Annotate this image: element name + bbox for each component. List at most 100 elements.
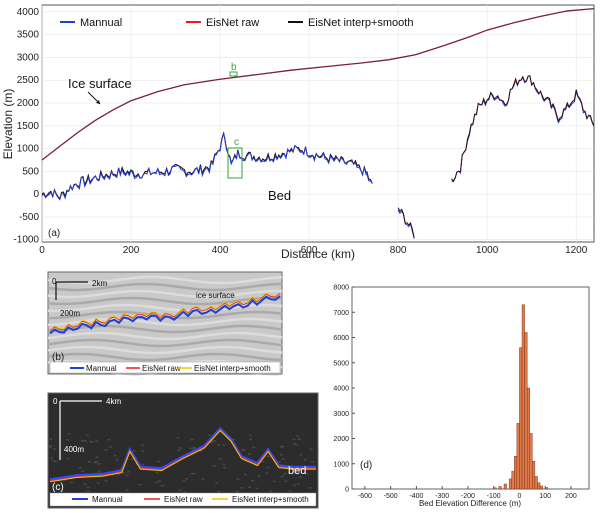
radar-speckle bbox=[295, 443, 299, 446]
radar-speckle bbox=[295, 434, 299, 437]
panel-b-tag: (b) bbox=[52, 352, 64, 363]
radar-layer bbox=[47, 289, 283, 299]
panel-c-scale-x: 4km bbox=[106, 397, 121, 406]
radar-speckle bbox=[232, 438, 236, 441]
radar-speckle bbox=[216, 444, 220, 446]
radar-speckle bbox=[67, 433, 71, 435]
radar-speckle bbox=[257, 475, 261, 477]
x-tick-label: 400 bbox=[212, 245, 229, 256]
y-tick-label: -1000 bbox=[13, 235, 39, 246]
box-c bbox=[227, 147, 243, 179]
radar-speckle bbox=[298, 476, 302, 478]
d-y-tick-label: 2000 bbox=[333, 436, 349, 443]
radar-speckle bbox=[86, 490, 90, 492]
d-x-tick-label: 100 bbox=[539, 493, 551, 500]
panel-c-bed-label: bed bbox=[288, 465, 306, 477]
radar-layer bbox=[47, 331, 283, 341]
y-tick-label: -500 bbox=[19, 212, 39, 223]
radar-speckle bbox=[104, 480, 108, 482]
radar-speckle bbox=[279, 453, 283, 456]
panel-d-bars bbox=[493, 304, 548, 490]
panel-b-scale-x: 2km bbox=[92, 279, 107, 288]
panel-c-scale-y: 400m bbox=[64, 445, 84, 454]
box-c-label: c bbox=[234, 137, 239, 148]
radar-speckle bbox=[155, 471, 159, 474]
radar-speckle bbox=[295, 470, 299, 473]
panel-a-tag: (a) bbox=[48, 228, 60, 239]
radar-speckle bbox=[66, 457, 70, 460]
radar-speckle bbox=[265, 472, 269, 474]
radar-speckle bbox=[247, 486, 251, 488]
radar-speckle bbox=[192, 446, 196, 449]
radar-speckle bbox=[63, 479, 67, 481]
radar-speckle bbox=[212, 440, 216, 442]
x-tick-label: 1200 bbox=[565, 245, 588, 256]
radar-speckle bbox=[89, 441, 93, 443]
d-y-tick-label: 4000 bbox=[333, 386, 349, 393]
radar-speckle bbox=[113, 454, 117, 457]
panel-b-surface-label: ice surface bbox=[196, 291, 235, 300]
histogram-bar bbox=[521, 304, 525, 490]
bed-label: Bed bbox=[268, 188, 291, 203]
radar-speckle bbox=[255, 487, 259, 490]
y-tick-label: 500 bbox=[22, 166, 39, 177]
panel-a-frame bbox=[41, 4, 595, 243]
radar-speckle bbox=[267, 455, 271, 458]
radar-speckle bbox=[95, 440, 99, 442]
radar-speckle bbox=[252, 446, 256, 449]
x-tick-label: 600 bbox=[301, 245, 318, 256]
radar-speckle bbox=[222, 463, 226, 466]
radar-speckle bbox=[251, 479, 255, 482]
y-tick-label: 2000 bbox=[17, 98, 40, 109]
panel-b-legend-smooth: EisNet interp+smooth bbox=[194, 364, 271, 373]
histogram-bar bbox=[539, 485, 543, 490]
panel-b: 0 2km 200m ice surface Mannual EisNet ra… bbox=[47, 271, 283, 376]
panel-b-legend-manual: Mannual bbox=[86, 364, 117, 373]
radar-speckle bbox=[86, 486, 90, 489]
histogram-bar bbox=[498, 486, 502, 490]
radar-speckle bbox=[222, 444, 226, 446]
panel-b-manual-line bbox=[49, 295, 281, 335]
legend-raw: EisNet raw bbox=[206, 17, 259, 29]
radar-speckle bbox=[240, 449, 244, 451]
legend-smooth: EisNet interp+smooth bbox=[308, 17, 413, 29]
radar-speckle bbox=[297, 438, 301, 440]
histogram-bar bbox=[545, 487, 548, 490]
histogram-bar bbox=[529, 433, 533, 490]
histogram-bar bbox=[524, 332, 528, 490]
y-tick-label: 4000 bbox=[17, 7, 40, 18]
d-y-tick-label: 7000 bbox=[333, 310, 349, 317]
radar-layer bbox=[47, 282, 283, 292]
radar-speckle bbox=[94, 461, 98, 463]
radar-speckle bbox=[236, 478, 240, 481]
panel-c-legend-manual: Mannual bbox=[92, 495, 123, 504]
box-b-label: b bbox=[231, 62, 237, 73]
radar-speckle bbox=[223, 466, 227, 469]
y-tick-label: 1500 bbox=[17, 121, 40, 132]
radar-speckle bbox=[280, 475, 284, 478]
radar-speckle bbox=[272, 480, 276, 483]
panel-a: -1000-5000500100015002000250030003500400… bbox=[1, 4, 595, 261]
x-tick-label: 800 bbox=[390, 245, 407, 256]
radar-speckle bbox=[261, 460, 265, 463]
histogram-bar bbox=[519, 347, 523, 490]
radar-speckle bbox=[192, 447, 196, 450]
radar-speckle bbox=[309, 448, 313, 451]
radar-speckle bbox=[96, 482, 100, 485]
radar-speckle bbox=[185, 478, 189, 480]
radar-speckle bbox=[209, 441, 213, 443]
radar-speckle bbox=[80, 439, 84, 442]
d-x-tick-label: 200 bbox=[565, 493, 577, 500]
radar-speckle bbox=[235, 490, 239, 493]
radar-speckle bbox=[281, 458, 285, 460]
d-y-tick-label: 0 bbox=[345, 487, 349, 494]
radar-speckle bbox=[249, 438, 253, 441]
radar-speckle bbox=[155, 481, 159, 484]
histogram-bar bbox=[526, 387, 530, 490]
radar-layer bbox=[47, 338, 283, 348]
radar-speckle bbox=[78, 467, 82, 469]
y-tick-label: 3000 bbox=[17, 52, 40, 63]
bed-smooth-segment bbox=[451, 75, 595, 182]
radar-speckle bbox=[48, 445, 52, 447]
